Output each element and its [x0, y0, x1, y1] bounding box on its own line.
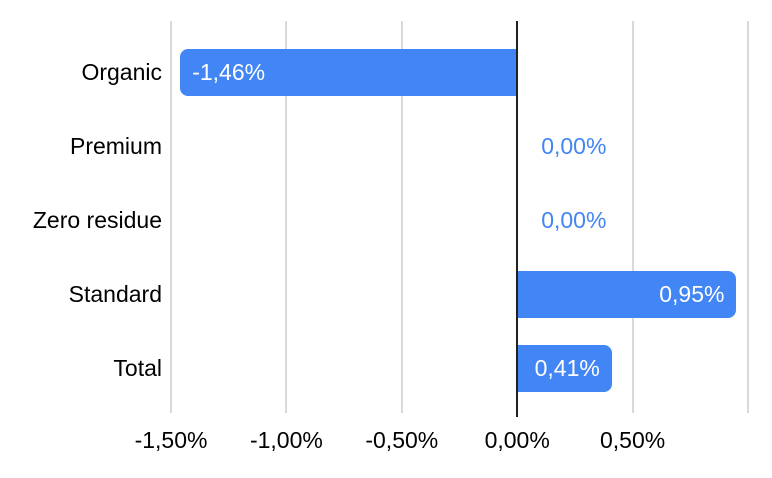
- x-tick-label: -1,50%: [134, 427, 208, 453]
- category-label-standard: Standard: [68, 281, 162, 307]
- zero-baseline: [516, 21, 519, 417]
- bar-value-label: 0,95%: [659, 281, 725, 307]
- bar-value-label: 0,41%: [534, 355, 600, 381]
- gridline: [631, 21, 634, 413]
- gridline: [285, 21, 288, 413]
- category-label-zero-residue: Zero residue: [32, 207, 162, 233]
- bar-organic[interactable]: -1,46%: [180, 49, 518, 96]
- x-tick-label: -1,00%: [249, 427, 323, 453]
- bar-standard[interactable]: 0,95%: [517, 271, 737, 318]
- bar-value-label: -1,46%: [192, 59, 266, 85]
- category-label-total: Total: [113, 355, 162, 381]
- category-label-organic: Organic: [81, 59, 162, 85]
- zero-value-label-zero-residue: 0,00%: [541, 207, 607, 233]
- zero-value-label-premium: 0,00%: [541, 133, 607, 159]
- plot-area: -1,46% 0,00% 0,00% 0,95% 0,41%: [170, 21, 749, 417]
- bar-total[interactable]: 0,41%: [517, 345, 612, 392]
- gridline: [400, 21, 403, 413]
- gridline: [747, 21, 749, 413]
- gridline: [170, 21, 172, 413]
- x-tick-label: -0,50%: [365, 427, 439, 453]
- x-tick-label: 0,50%: [599, 427, 666, 453]
- x-tick-label: 0,00%: [484, 427, 550, 453]
- category-label-premium: Premium: [69, 133, 162, 159]
